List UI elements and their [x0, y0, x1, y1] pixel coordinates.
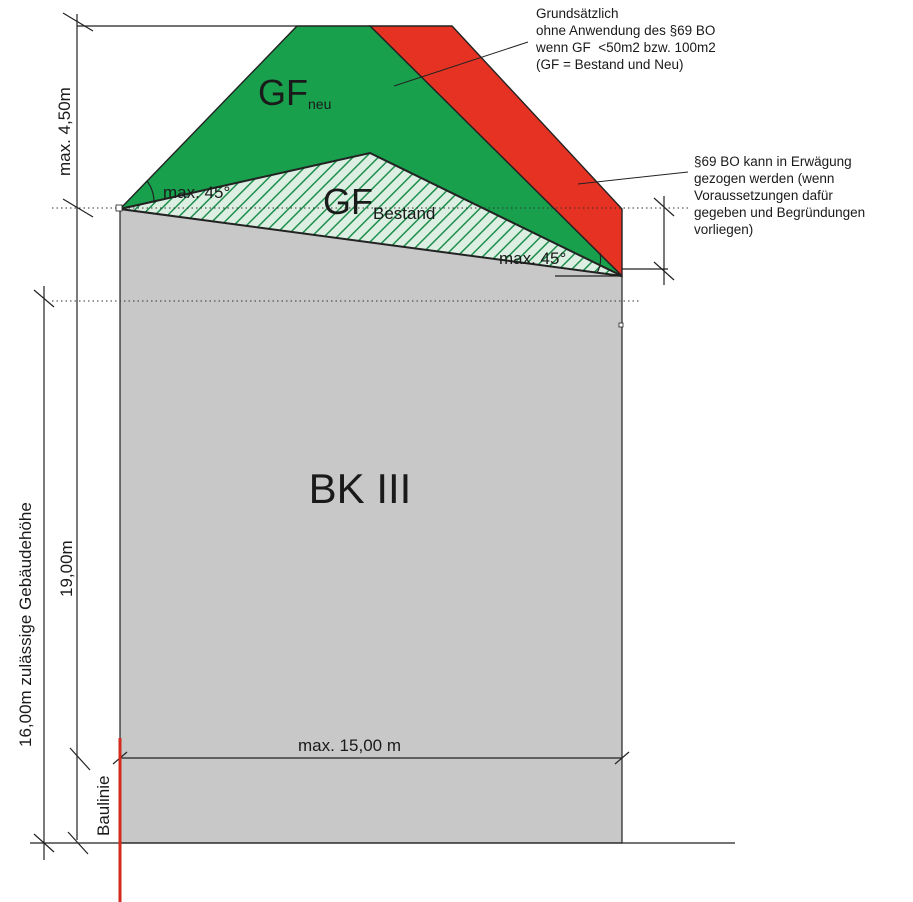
gf-neu-sub: neu: [308, 96, 331, 112]
angle-label-right: max. 45°: [499, 249, 566, 268]
right-note-line: Voraussetzungen dafür: [694, 188, 833, 203]
gf-neu-label: GFneu: [258, 72, 331, 113]
right-note-line: vorliegen): [694, 222, 753, 237]
dim-tick-450-bottom: [62, 198, 94, 218]
angle-label-left: max. 45°: [163, 183, 230, 202]
leader-top-note: [393, 41, 529, 87]
right-note-line: gezogen werden (wenn: [694, 171, 834, 186]
corner-marker-left: [115, 204, 123, 212]
height-1900-label: 19,00m: [57, 540, 76, 597]
dim-tick-450-top: [62, 12, 94, 32]
dim-tick-right-top: [653, 197, 675, 217]
height-450-label: max. 4,50m: [55, 87, 74, 176]
gf-bestand-main: GF: [323, 181, 373, 222]
gf-bestand-label: GFBestand: [323, 181, 435, 223]
height-1600-label: 16,00m zulässige Gebäudehöhe: [16, 502, 35, 747]
width-label: max. 15,00 m: [298, 736, 401, 755]
dim-tick-right-bottom: [653, 261, 675, 281]
gf-bestand-sub: Bestand: [373, 204, 435, 223]
gf-bestand-area: [119, 151, 623, 277]
top-note-line: (GF = Bestand und Neu): [536, 57, 683, 72]
dim-tick-1500-right: [614, 751, 630, 765]
top-note-line: wenn GF <50m2 bzw. 100m2: [535, 40, 716, 55]
corner-marker-right: [618, 322, 624, 328]
top-note-line: ohne Anwendung des §69 BO: [536, 23, 715, 38]
bk-label: BK III: [309, 465, 412, 512]
angle-arc-right: [596, 252, 602, 274]
top-note-line: Grundsätzlich: [536, 6, 619, 21]
right-note: §69 BO kann in Erwägung gezogen werden (…: [694, 154, 869, 237]
baulinie-label: Baulinie: [94, 776, 113, 837]
dim-tick-baulinie-top: [69, 747, 91, 771]
angle-arc-left: [146, 180, 155, 204]
right-note-line: gegeben und Begründungen: [694, 205, 865, 220]
right-note-line: §69 BO kann in Erwägung: [694, 154, 852, 169]
top-note: Grundsätzlich ohne Anwendung des §69 BO …: [535, 6, 719, 72]
leader-right-note: [577, 171, 689, 185]
dim-tick-1600-top: [33, 289, 55, 308]
gf-neu-main: GF: [258, 72, 308, 113]
